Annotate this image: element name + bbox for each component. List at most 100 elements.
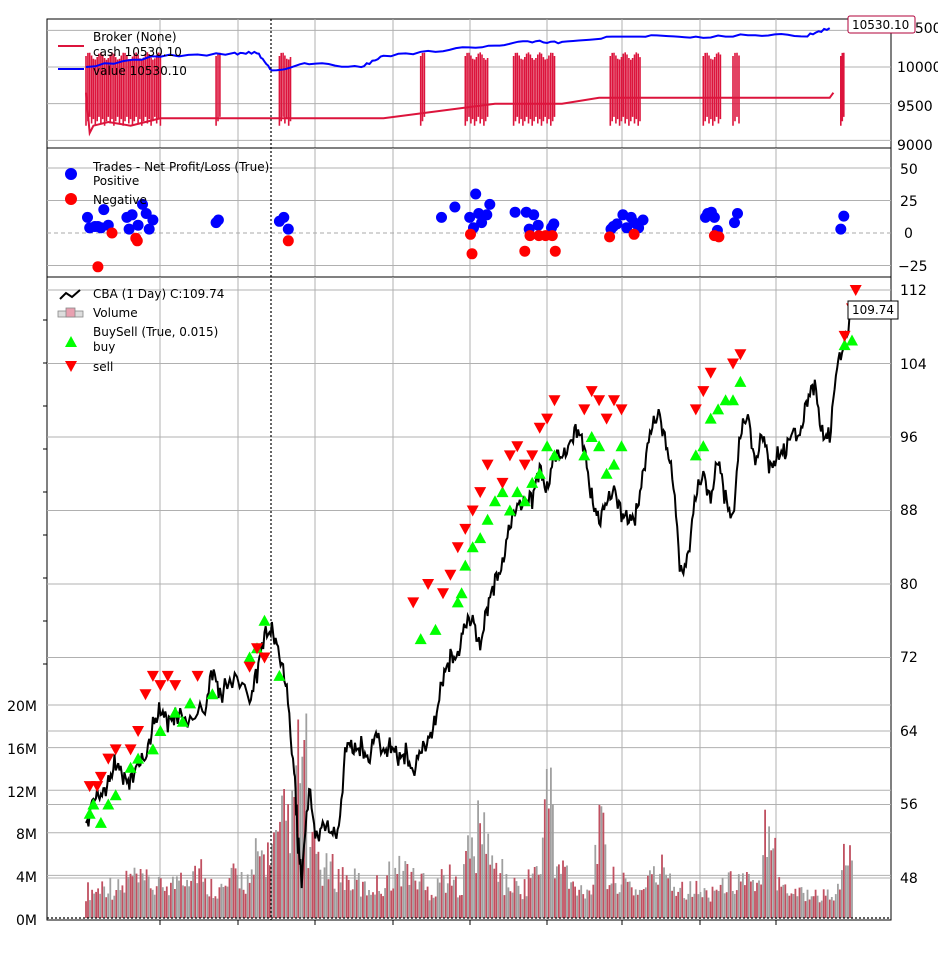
sell-marker [585,386,598,398]
volume-bar [291,790,294,918]
sell-marker [600,413,613,425]
volume-bar [812,896,815,918]
cash-spike-band [609,52,641,126]
volume-bar [837,883,839,918]
volume-bar [442,875,445,918]
volume-bar [155,886,158,918]
positive-trade-point [147,214,159,226]
volume-bar [584,898,587,918]
volume-bar [748,874,750,918]
volume-bar [131,876,134,918]
volume-bar [515,881,518,918]
buy-marker [83,807,96,819]
volume-bar [713,890,716,918]
volume-bar [620,884,623,918]
volume-bar [459,895,461,918]
volume-bar [315,853,318,918]
volume-bar [230,867,233,918]
volume-bar [174,889,176,918]
volume-bar [562,860,564,918]
buy-marker [533,467,546,479]
volume-bar [669,873,671,918]
sell-marker [734,349,747,361]
volume-bar [780,886,783,918]
volume-bar [198,868,201,918]
volume-bar [818,902,821,918]
volume-bar [632,895,635,918]
volume-bar [200,859,203,918]
negative-trade-point [465,228,476,240]
volume-bar [115,890,118,918]
volume-bar [814,889,817,918]
sell-marker [154,680,167,692]
volume-bar [107,893,110,918]
volume-bar [335,892,338,918]
volume-bar [529,878,532,918]
volume-bar [327,879,330,918]
positive-trade-point [123,223,135,235]
volume-bar [832,900,835,918]
volume-bar [507,887,510,918]
volume-bar [218,887,221,918]
volume-bar [511,892,514,918]
buy-marker [466,541,479,553]
volume-bar [390,890,393,918]
volume-bar [232,863,235,918]
volume-bar [406,864,409,918]
volume-bar [313,831,316,918]
volume-bar [750,881,752,918]
buy-marker [608,458,620,470]
volume-bar [657,884,659,918]
volume-bar [491,855,494,918]
volume-bar [238,888,241,918]
volume-bar [719,884,722,918]
volume-bar [105,897,108,918]
volume-bar [347,879,350,918]
volume-bar [273,832,275,918]
volume-bar [770,850,773,918]
sell-marker [94,771,107,783]
volume-bar [123,892,126,918]
volume-bar [319,869,322,918]
volume-bar [636,894,639,918]
volume-bar [689,881,692,918]
volume-bar [841,870,843,918]
volume-bar [446,883,449,918]
volume-bar [754,891,756,918]
sell-marker [109,744,122,756]
volume-bar [299,783,302,918]
volume-bar [220,883,223,918]
buy-marker [146,743,159,755]
price-legend-buy-swatch [65,336,77,347]
volume-bar [404,861,407,918]
sell-marker [466,505,479,517]
volume-bar [794,888,797,918]
volume-bar [287,804,289,918]
buy-marker [511,486,524,498]
buy-marker [258,614,271,626]
positive-trade-point [126,209,138,221]
volume-bar [408,885,411,918]
volume-bar [196,883,199,918]
sell-marker [422,579,435,590]
sell-marker [139,689,152,701]
volume-bar [370,894,372,918]
buy-marker [734,375,747,387]
volume-bar [87,882,89,918]
volume-bar [845,865,847,918]
cash-spike-band [702,52,722,126]
volume-bar [802,892,805,918]
volume-bar [180,872,182,918]
volume-bar [798,887,801,918]
volume-bar [592,884,595,918]
sell-marker [258,652,271,664]
buy-marker [429,623,442,635]
volume-bar [269,865,271,918]
volume-bar [649,870,651,918]
sell-marker [518,459,531,471]
volume-bar [598,804,601,918]
volume-bar [638,889,641,918]
volume-bar [186,879,188,918]
volume-bar [382,896,384,918]
volume-bar [699,892,702,918]
